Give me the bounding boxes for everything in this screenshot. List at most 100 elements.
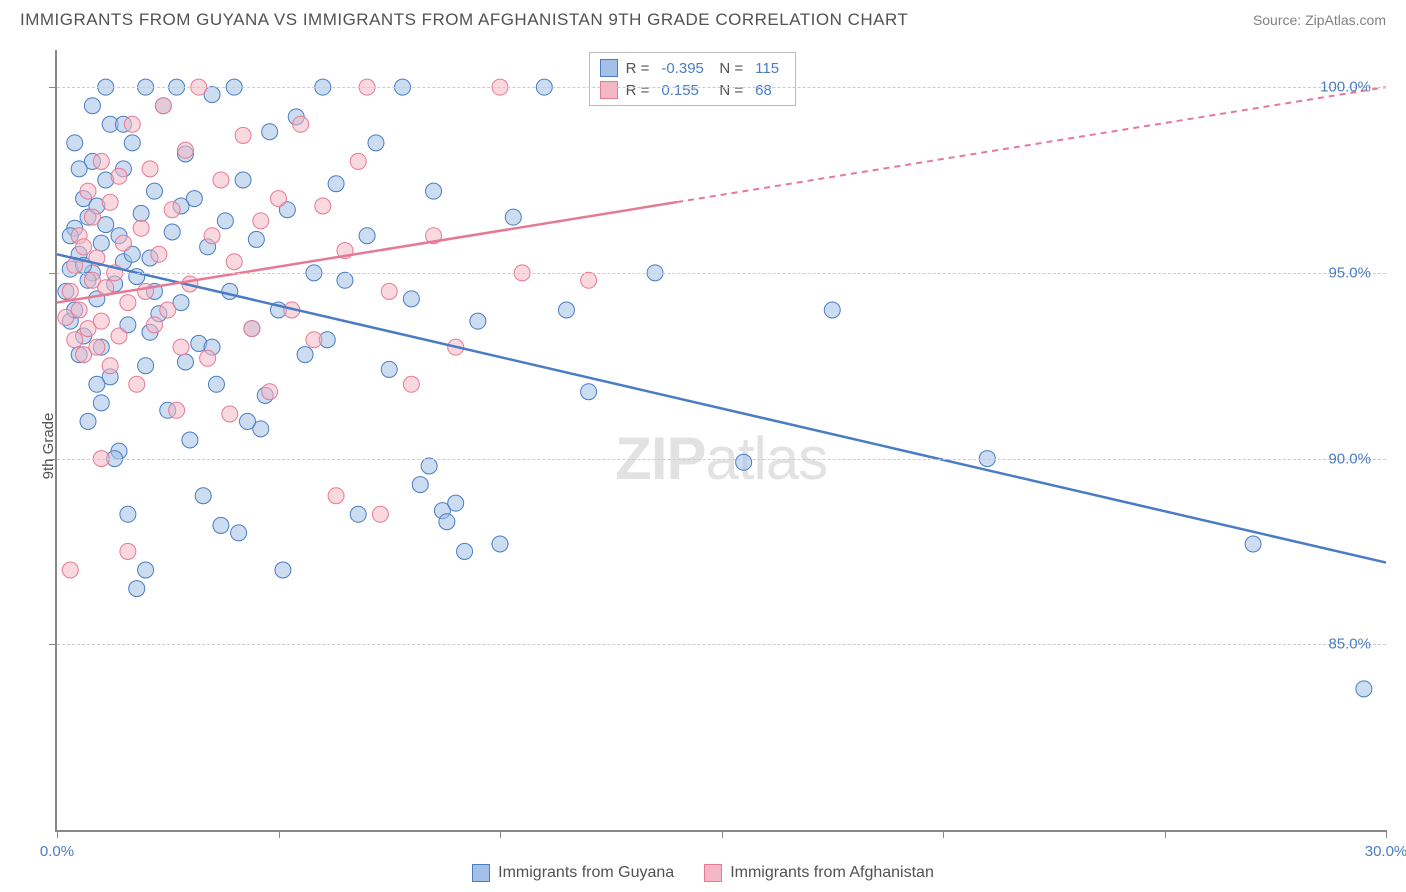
y-tick-label: 100.0% (1320, 79, 1371, 96)
data-point (76, 239, 92, 255)
data-point (372, 506, 388, 522)
data-point (226, 254, 242, 270)
data-point (271, 191, 287, 207)
data-point (71, 161, 87, 177)
data-point (439, 514, 455, 530)
data-point (421, 458, 437, 474)
y-tick-label: 85.0% (1328, 636, 1371, 653)
data-point (492, 536, 508, 552)
data-point (120, 506, 136, 522)
legend-item: Immigrants from Afghanistan (704, 864, 934, 882)
data-point (62, 562, 78, 578)
data-point (328, 176, 344, 192)
data-point (93, 235, 109, 251)
data-point (736, 454, 752, 470)
data-point (262, 384, 278, 400)
data-point (71, 302, 87, 318)
data-point (248, 231, 264, 247)
chart-plot-area: ZIPatlas R =-0.395N =115R =0.155N =68 85… (55, 50, 1386, 832)
legend-swatch (704, 864, 722, 882)
data-point (217, 213, 233, 229)
data-point (581, 272, 597, 288)
data-point (177, 142, 193, 158)
source-attribution: Source: ZipAtlas.com (1253, 12, 1386, 28)
series-legend: Immigrants from Guyana Immigrants from Af… (0, 864, 1406, 882)
data-point (133, 220, 149, 236)
data-point (581, 384, 597, 400)
data-point (129, 581, 145, 597)
data-point (133, 205, 149, 221)
data-point (129, 376, 145, 392)
data-point (213, 172, 229, 188)
data-point (426, 183, 442, 199)
data-point (62, 283, 78, 299)
data-point (231, 525, 247, 541)
data-point (84, 209, 100, 225)
data-point (381, 283, 397, 299)
data-point (448, 495, 464, 511)
data-point (824, 302, 840, 318)
data-point (293, 116, 309, 132)
data-point (470, 313, 486, 329)
data-point (146, 183, 162, 199)
legend-swatch (472, 864, 490, 882)
data-point (200, 350, 216, 366)
data-point (195, 488, 211, 504)
data-point (457, 543, 473, 559)
data-point (80, 183, 96, 199)
data-point (169, 402, 185, 418)
gridline (57, 273, 1386, 274)
gridline (57, 87, 1386, 88)
data-point (124, 135, 140, 151)
data-point (67, 135, 83, 151)
data-point (89, 339, 105, 355)
data-point (403, 291, 419, 307)
data-point (67, 332, 83, 348)
trend-line (57, 254, 1386, 562)
data-point (93, 153, 109, 169)
x-tick-label: 0.0% (40, 843, 74, 860)
data-point (102, 358, 118, 374)
data-point (120, 295, 136, 311)
data-point (204, 228, 220, 244)
y-tick-label: 90.0% (1328, 450, 1371, 467)
data-point (381, 361, 397, 377)
data-point (213, 517, 229, 533)
chart-title: IMMIGRANTS FROM GUYANA VS IMMIGRANTS FRO… (20, 10, 908, 30)
legend-label: Immigrants from Guyana (498, 864, 674, 882)
data-point (222, 406, 238, 422)
data-point (275, 562, 291, 578)
data-point (239, 413, 255, 429)
data-point (328, 488, 344, 504)
data-point (253, 213, 269, 229)
data-point (297, 347, 313, 363)
data-point (151, 246, 167, 262)
data-point (146, 317, 162, 333)
data-point (1245, 536, 1261, 552)
legend-item: Immigrants from Guyana (472, 864, 674, 882)
gridline (57, 459, 1386, 460)
data-point (208, 376, 224, 392)
data-point (155, 98, 171, 114)
data-point (93, 313, 109, 329)
data-point (120, 543, 136, 559)
data-point (138, 283, 154, 299)
scatter-plot-svg (57, 50, 1386, 830)
legend-label: Immigrants from Afghanistan (730, 864, 934, 882)
data-point (138, 562, 154, 578)
data-point (111, 328, 127, 344)
data-point (505, 209, 521, 225)
data-point (138, 358, 154, 374)
data-point (102, 194, 118, 210)
data-point (412, 477, 428, 493)
data-point (337, 272, 353, 288)
data-point (368, 135, 384, 151)
data-point (93, 395, 109, 411)
trend-line-extrapolated (677, 87, 1386, 202)
data-point (1356, 681, 1372, 697)
data-point (359, 228, 375, 244)
data-point (350, 506, 366, 522)
data-point (350, 153, 366, 169)
data-point (306, 332, 322, 348)
data-point (182, 432, 198, 448)
